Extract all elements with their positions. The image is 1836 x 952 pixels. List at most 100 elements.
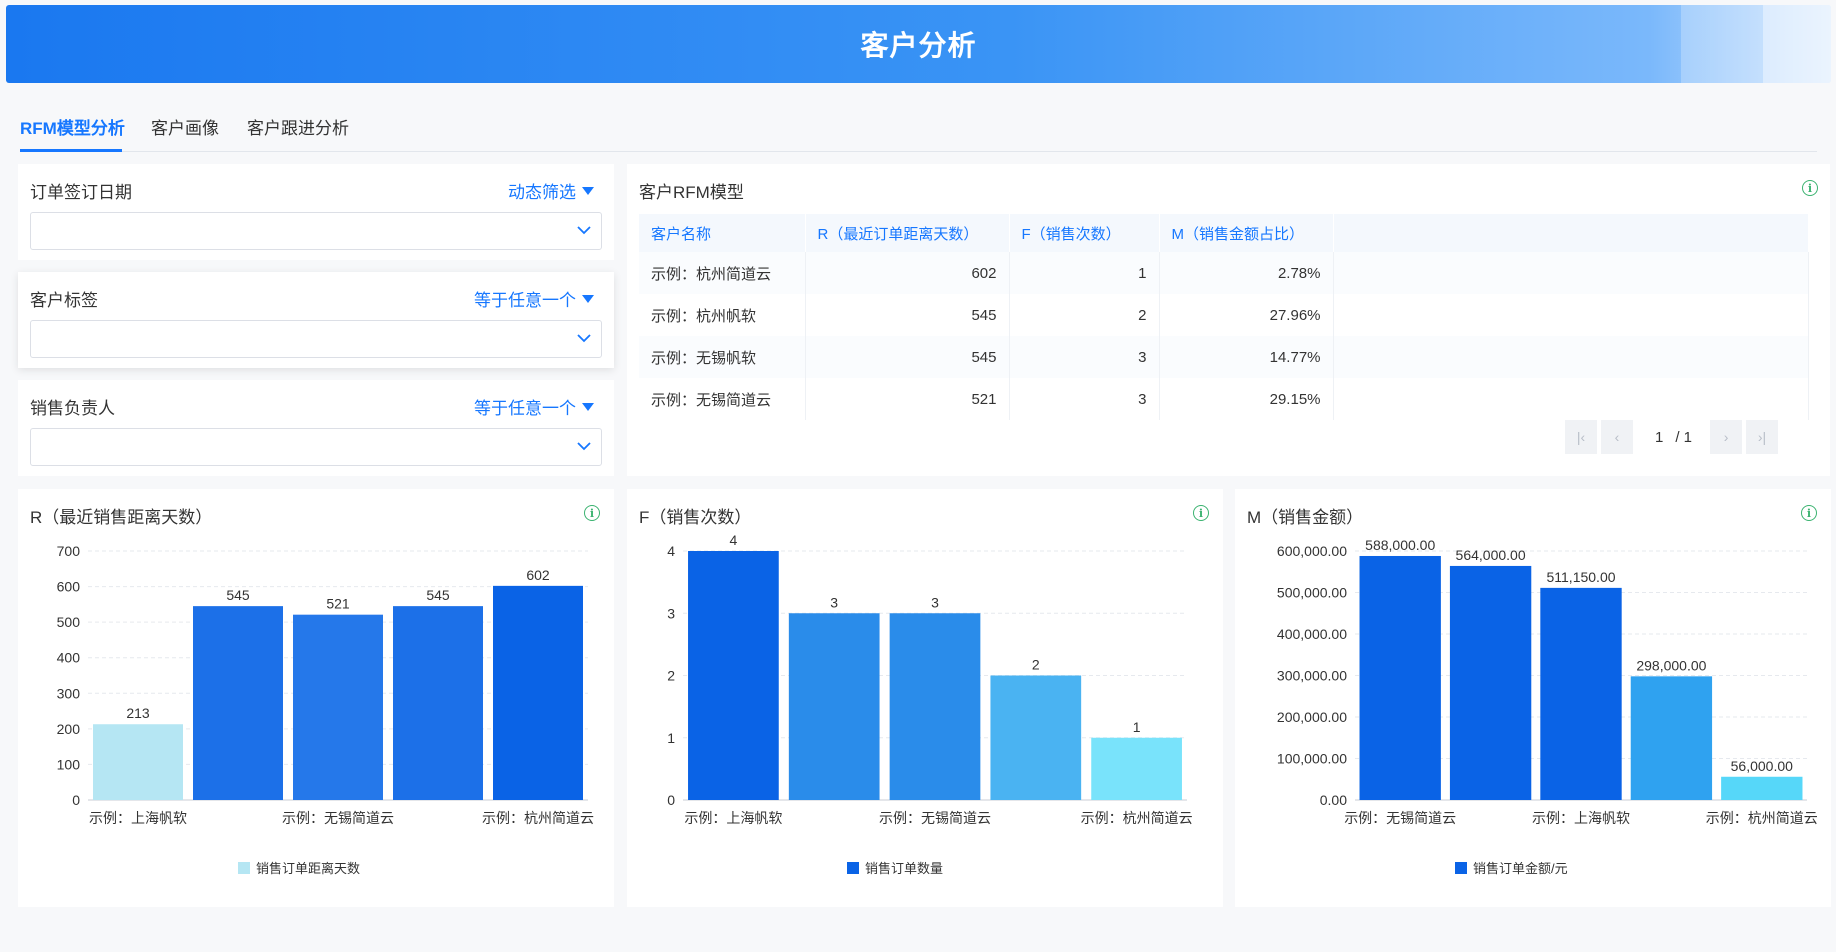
y-tick-label: 500	[57, 614, 81, 630]
bar-value-label: 3	[830, 594, 838, 610]
cell-r: 545	[805, 294, 1010, 336]
chart-title: F（销售次数）	[639, 508, 752, 527]
header-decoration	[1763, 5, 1831, 83]
bar-value-label: 511,150.00	[1546, 569, 1615, 585]
info-icon[interactable]: i	[1193, 505, 1209, 521]
x-tick-label: 示例：杭州简道云	[482, 810, 594, 826]
monetary-bar-chart: 0.00 100,000.00 200,000.00 300,000.00 400,00…	[1277, 537, 1818, 876]
total-pages: / 1	[1675, 428, 1693, 446]
cell-customer-name: 示例：无锡帆软	[639, 336, 806, 378]
bar	[990, 675, 1082, 800]
table-row[interactable]: 示例：杭州帆软 545 2 27.96%	[639, 294, 1809, 336]
column-header[interactable]: F（销售次数）	[1009, 214, 1160, 252]
chart-panel-monetary: M（销售金额） i 0.00 100,000.00 200,000.00 300,00…	[1235, 489, 1831, 907]
y-tick-label: 400	[57, 650, 81, 666]
table-row[interactable]: 示例：无锡简道云 521 3 29.15%	[639, 378, 1809, 420]
filter-label: 客户标签	[30, 291, 98, 310]
table-row[interactable]: 示例：无锡帆软 545 3 14.77%	[639, 336, 1809, 378]
chart-title: M（销售金额）	[1247, 508, 1364, 527]
cell-m: 27.96%	[1159, 294, 1334, 336]
bar-value-label: 588,000.00	[1365, 537, 1435, 553]
column-header[interactable]: M（销售金额占比）	[1159, 214, 1334, 252]
y-tick-label: 0.00	[1320, 792, 1347, 808]
bar	[1630, 676, 1713, 800]
y-tick-label: 700	[57, 543, 81, 559]
filter-order-date: 订单签订日期 动态筛选	[18, 164, 614, 260]
y-tick-label: 300,000.00	[1277, 668, 1347, 684]
y-tick-label: 200	[57, 721, 81, 737]
table-row[interactable]: 示例：杭州简道云 602 1 2.78%	[639, 252, 1809, 294]
filter-mode-dropdown[interactable]: 等于任意一个	[474, 286, 594, 311]
filter-mode-label: 等于任意一个	[474, 291, 576, 310]
tab-rfm[interactable]: RFM模型分析	[20, 119, 125, 138]
customer-tag-select[interactable]	[30, 320, 602, 358]
caret-down-icon	[582, 186, 594, 195]
filter-sales-owner: 销售负责人 等于任意一个	[18, 380, 614, 476]
cell-f: 3	[1009, 336, 1160, 378]
legend-label: 销售订单数量	[865, 861, 943, 876]
legend-swatch	[847, 862, 859, 874]
pagination: |‹ ‹ 1 / 1 › ›|	[1565, 420, 1779, 454]
chevron-down-icon	[577, 334, 591, 343]
x-tick-label: 示例：上海帆软	[1532, 810, 1630, 826]
cell-customer-name: 示例：杭州帆软	[639, 294, 806, 336]
rfm-table: 客户名称 R（最近订单距离天数） F（销售次数） M（销售金额占比） 示例：杭州…	[639, 214, 1809, 420]
y-tick-label: 2	[667, 668, 675, 684]
bar-value-label: 3	[931, 594, 939, 610]
cell-customer-name: 示例：杭州简道云	[639, 252, 806, 294]
x-tick-label: 示例：无锡简道云	[1344, 810, 1456, 826]
info-icon[interactable]: i	[584, 505, 600, 521]
x-tick-label: 示例：杭州简道云	[1706, 810, 1818, 826]
page-header: 客户分析	[6, 5, 1831, 83]
next-page-button[interactable]: ›	[1710, 420, 1743, 454]
info-icon[interactable]: i	[1802, 180, 1818, 196]
bar-value-label: 602	[526, 567, 550, 583]
y-tick-label: 400,000.00	[1277, 626, 1347, 642]
page-title: 客户分析	[860, 30, 977, 61]
filter-mode-dropdown[interactable]: 动态筛选	[508, 178, 594, 203]
filter-customer-tag: 客户标签 等于任意一个	[18, 272, 614, 368]
y-tick-label: 500,000.00	[1277, 585, 1347, 601]
y-tick-label: 200,000.00	[1277, 709, 1347, 725]
sales-owner-select[interactable]	[30, 428, 602, 466]
header-decoration	[1681, 5, 1763, 83]
bar	[293, 614, 383, 800]
y-tick-label: 4	[667, 543, 675, 559]
bar-value-label: 2	[1032, 657, 1040, 673]
cell-f: 1	[1009, 252, 1160, 294]
legend-swatch	[1455, 862, 1467, 874]
info-icon[interactable]: i	[1801, 505, 1817, 521]
x-tick-label: 示例：上海帆软	[684, 810, 782, 826]
cell-spacer	[1333, 252, 1809, 294]
chevron-down-icon	[577, 226, 591, 235]
bar	[1721, 776, 1803, 800]
prev-page-button[interactable]: ‹	[1601, 420, 1633, 454]
tab-customer-profile[interactable]: 客户画像	[151, 119, 219, 138]
order-date-select[interactable]	[30, 212, 602, 250]
active-tab-indicator	[20, 149, 122, 152]
y-tick-label: 0	[667, 792, 675, 808]
cell-spacer	[1333, 336, 1809, 378]
y-tick-label: 300	[57, 685, 81, 701]
filter-mode-label: 动态筛选	[508, 183, 576, 202]
y-tick-label: 1	[667, 730, 675, 746]
x-tick-label: 示例：无锡简道云	[879, 810, 991, 826]
chevron-down-icon	[577, 442, 591, 451]
last-page-button[interactable]: ›|	[1746, 420, 1779, 454]
bar	[1091, 737, 1182, 800]
bar	[688, 551, 779, 800]
column-header[interactable]: R（最近订单距离天数）	[805, 214, 1010, 252]
filter-mode-dropdown[interactable]: 等于任意一个	[474, 394, 594, 419]
x-tick-label: 示例：上海帆软	[89, 810, 187, 826]
caret-down-icon	[582, 294, 594, 303]
current-page[interactable]: 1	[1655, 428, 1664, 446]
tab-customer-followup[interactable]: 客户跟进分析	[247, 119, 349, 138]
bar-value-label: 564,000.00	[1456, 547, 1526, 563]
cell-m: 29.15%	[1159, 378, 1334, 420]
cell-f: 2	[1009, 294, 1160, 336]
first-page-button[interactable]: |‹	[1565, 420, 1597, 454]
filter-label: 销售负责人	[30, 399, 115, 418]
bar	[1540, 587, 1622, 800]
bar-value-label: 545	[226, 587, 250, 603]
column-header[interactable]: 客户名称	[639, 214, 806, 252]
